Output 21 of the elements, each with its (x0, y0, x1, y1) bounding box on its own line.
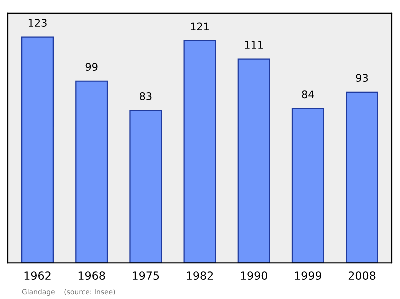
x-tick-label: 1990 (241, 272, 268, 280)
x-tick-label: 1962 (24, 272, 51, 280)
bar (22, 36, 54, 264)
data-label: 99 (86, 63, 98, 72)
data-label: 84 (302, 90, 314, 99)
data-label: 93 (356, 74, 368, 82)
bar (292, 108, 324, 264)
x-tick-label: 1975 (132, 272, 160, 280)
data-label: 111 (245, 41, 264, 49)
x-tick-label: 2008 (348, 272, 376, 280)
bar (238, 58, 270, 264)
x-tick-label: 1968 (78, 272, 106, 280)
data-label: 123 (28, 19, 47, 27)
bar (346, 92, 378, 264)
x-tick-label: 1999 (295, 272, 322, 280)
data-label: 121 (191, 22, 209, 30)
bar (130, 110, 162, 264)
data-label: 83 (140, 92, 152, 100)
bar (76, 80, 108, 264)
x-tick-label: 1982 (187, 272, 214, 280)
bar (184, 40, 216, 264)
